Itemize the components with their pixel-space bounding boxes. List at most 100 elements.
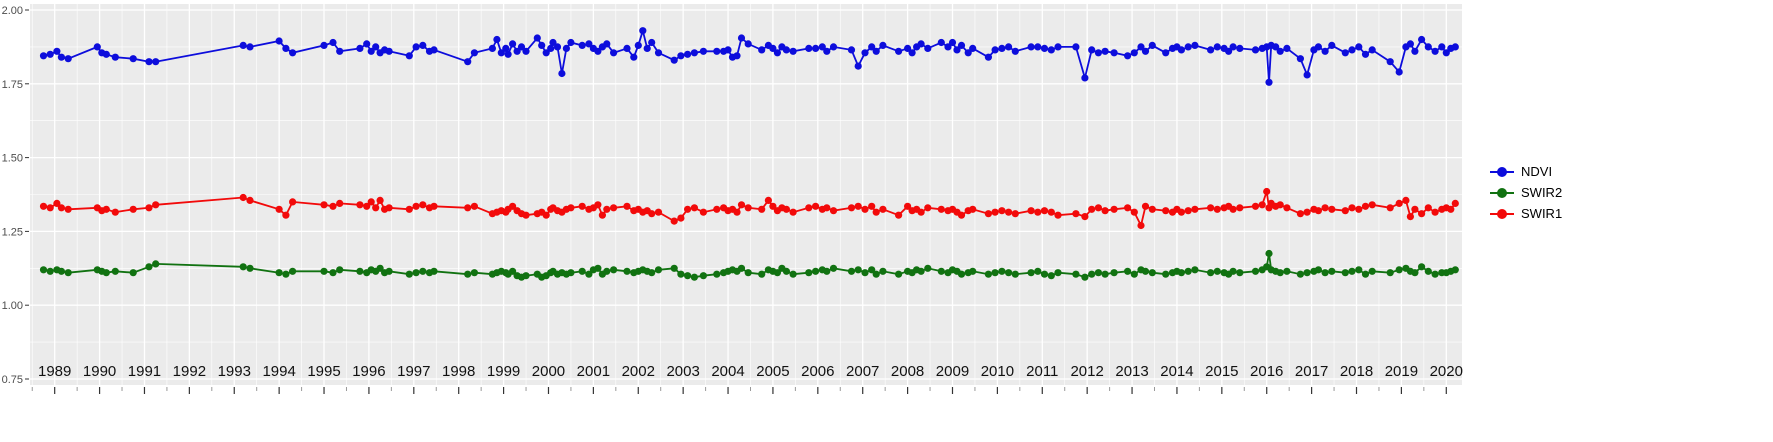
data-point — [1395, 68, 1403, 76]
x-tick-label: 2008 — [891, 363, 924, 380]
data-point — [1406, 213, 1414, 221]
gridlines-minor — [30, 4, 1462, 385]
data-point — [969, 267, 977, 275]
data-point — [412, 269, 420, 277]
data-point — [1162, 270, 1170, 278]
x-tick-label: 2004 — [711, 363, 744, 380]
data-point — [1148, 269, 1156, 277]
data-point — [634, 41, 642, 50]
data-point — [93, 43, 101, 51]
series-ndvi — [39, 27, 1459, 86]
data-point — [758, 205, 766, 213]
data-point — [623, 267, 631, 275]
data-point — [239, 193, 247, 202]
data-point — [1141, 202, 1150, 210]
data-point — [1314, 207, 1322, 215]
data-point — [430, 202, 438, 210]
data-point — [504, 50, 512, 58]
data-point — [1088, 205, 1096, 213]
data-point — [654, 208, 663, 216]
data-point — [805, 44, 813, 53]
data-point — [145, 58, 153, 66]
data-point — [594, 201, 602, 209]
data-point — [1027, 43, 1035, 51]
data-point — [1229, 205, 1237, 213]
data-point — [1137, 43, 1145, 51]
data-point — [1276, 47, 1284, 55]
data-point — [508, 40, 517, 48]
data-point — [1368, 267, 1376, 275]
data-point — [1191, 41, 1199, 50]
data-point — [908, 49, 916, 57]
data-point — [1229, 43, 1237, 51]
x-tick-label: 1997 — [397, 363, 430, 380]
data-point — [654, 266, 663, 274]
data-point — [1386, 204, 1394, 212]
data-point — [699, 208, 708, 216]
data-point — [1184, 43, 1192, 51]
data-point — [1276, 201, 1284, 209]
data-point — [758, 46, 766, 54]
data-point — [470, 49, 478, 57]
data-point — [829, 207, 838, 215]
data-point — [419, 267, 427, 275]
data-point — [758, 270, 766, 278]
data-point — [289, 49, 297, 57]
data-point — [937, 38, 945, 47]
data-point — [984, 270, 993, 278]
data-point — [497, 49, 505, 57]
data-point — [1321, 204, 1329, 212]
data-point — [1283, 204, 1291, 212]
x-tick-label: 2002 — [622, 363, 655, 380]
data-point — [372, 204, 380, 212]
data-point — [737, 201, 746, 209]
data-point — [818, 43, 826, 51]
data-point — [430, 46, 438, 54]
data-point — [984, 210, 993, 218]
data-point — [805, 269, 813, 277]
data-point — [1424, 43, 1432, 51]
data-point — [1054, 269, 1062, 277]
data-point — [744, 40, 752, 48]
data-point — [567, 204, 575, 212]
data-point — [713, 205, 721, 213]
data-point — [764, 196, 773, 204]
data-point — [1348, 204, 1356, 212]
data-point — [677, 214, 685, 222]
y-tick-label: 1.25 — [2, 226, 23, 238]
data-point — [246, 264, 254, 272]
data-point — [1047, 272, 1055, 280]
data-point — [868, 266, 876, 274]
data-point — [603, 267, 611, 275]
data-point — [1005, 43, 1013, 51]
data-point — [1368, 46, 1376, 54]
data-point — [904, 202, 912, 210]
data-point — [648, 210, 656, 218]
data-point — [924, 44, 932, 53]
data-point — [275, 269, 283, 277]
data-point — [1101, 47, 1109, 55]
data-point — [684, 205, 692, 213]
data-point — [868, 43, 876, 51]
data-point — [356, 201, 364, 209]
data-point — [1072, 270, 1080, 278]
x-tick-label: 2000 — [532, 363, 565, 380]
data-point — [1251, 46, 1260, 54]
y-tick-label: 1.75 — [2, 79, 23, 91]
x-tick-label: 2005 — [756, 363, 789, 380]
data-point — [643, 44, 651, 53]
data-point — [129, 55, 137, 63]
data-point — [733, 208, 741, 216]
data-point — [1110, 49, 1118, 57]
data-point — [405, 52, 413, 60]
data-point — [1348, 267, 1356, 275]
data-point — [1431, 270, 1439, 278]
data-point — [1229, 267, 1237, 275]
data-point — [677, 52, 685, 60]
data-point — [412, 202, 420, 210]
data-point — [769, 44, 777, 53]
data-point — [937, 267, 945, 275]
data-point — [470, 269, 478, 277]
data-point — [289, 267, 297, 275]
x-tick-label: 2013 — [1115, 363, 1148, 380]
